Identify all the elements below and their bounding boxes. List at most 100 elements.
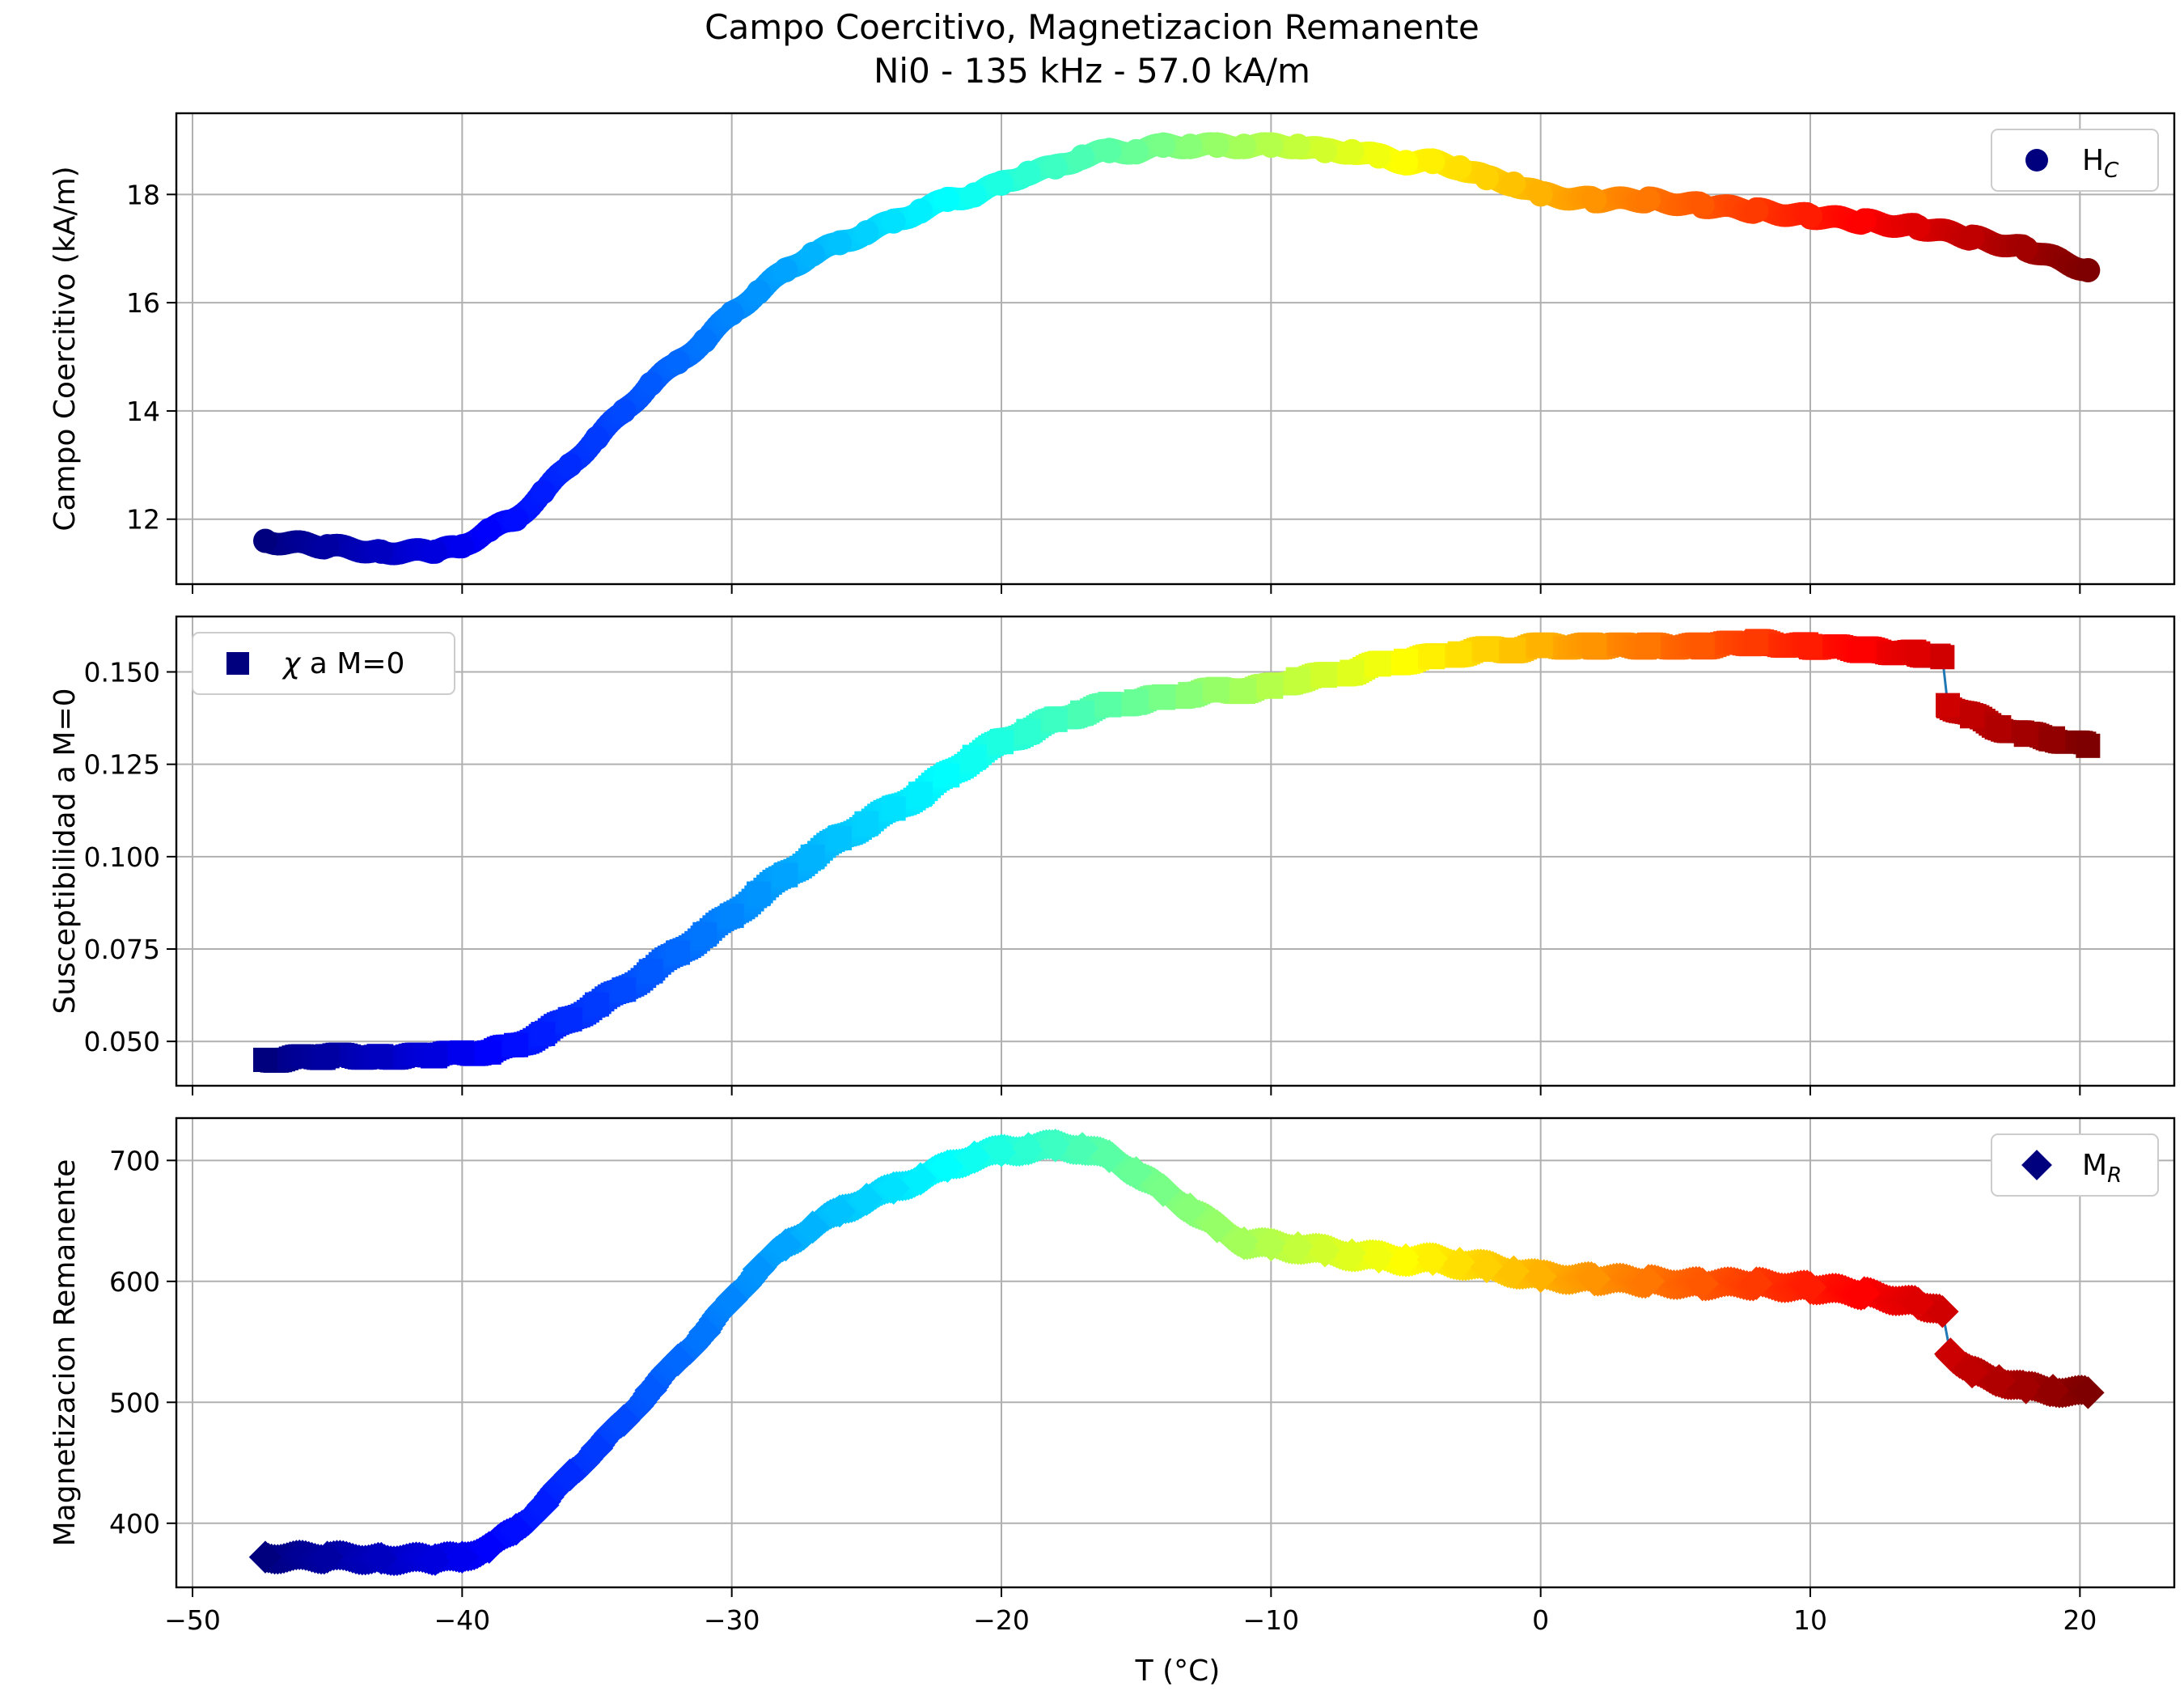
data-point — [908, 782, 933, 807]
data-point — [1528, 182, 1553, 207]
data-point — [931, 1150, 964, 1184]
data-point — [315, 1044, 340, 1069]
data-point — [369, 539, 394, 564]
data-point — [1416, 1243, 1450, 1277]
grid-lines — [176, 616, 2174, 1086]
data-point — [1636, 188, 1661, 213]
y-tick-label: 0.125 — [84, 749, 160, 781]
data-point — [1012, 1132, 1045, 1165]
data-point — [2072, 1376, 2105, 1409]
data-point — [1960, 704, 1984, 729]
data-point — [504, 1032, 528, 1057]
data-point — [1039, 1129, 1072, 1163]
data-point — [1475, 166, 1499, 191]
data-point — [1470, 1250, 1504, 1284]
data-point — [1124, 138, 1149, 163]
data-point — [1690, 193, 1715, 218]
data-point — [719, 301, 744, 326]
data-point — [1636, 633, 1661, 659]
data-point — [984, 1134, 1018, 1167]
data-point — [1447, 155, 1472, 180]
data-point — [638, 371, 663, 396]
data-point — [1255, 1228, 1288, 1262]
data-markers — [253, 629, 2101, 1074]
y-tick-label: 14 — [126, 396, 160, 427]
data-point — [1340, 138, 1365, 163]
data-point — [1501, 638, 1526, 663]
panel-campo-coercitivo: 12 14 16 18 Campo Coercitivo (kA/m) HC — [49, 112, 2176, 594]
y-tick-label: 18 — [126, 179, 160, 210]
y-axis-label: Magnetizacion Remanente — [49, 1159, 82, 1547]
data-point — [989, 171, 1014, 196]
data-point — [1798, 633, 1822, 659]
data-point — [692, 922, 717, 947]
data-point — [1335, 1238, 1369, 1272]
data-point — [796, 1210, 829, 1244]
data-point — [1475, 638, 1499, 663]
legend-marker — [2021, 1150, 2052, 1180]
data-point — [1632, 1265, 1666, 1299]
data-point — [476, 1040, 502, 1065]
legend-marker — [226, 652, 249, 675]
data-point — [854, 220, 879, 245]
data-point — [1955, 1355, 1989, 1389]
data-point — [248, 1540, 282, 1574]
data-point — [1447, 641, 1472, 666]
data-point — [1313, 663, 1337, 688]
data-point — [446, 1540, 479, 1574]
x-tick-label: −10 — [1243, 1604, 1300, 1636]
y-tick-label: 0.150 — [84, 657, 160, 688]
data-point — [1285, 133, 1310, 159]
legend-label: χ a M=0 — [281, 647, 404, 680]
data-point — [527, 1489, 560, 1522]
plot-frame — [175, 1116, 2176, 1589]
data-point — [1124, 689, 1149, 714]
x-tick-label: −20 — [973, 1604, 1030, 1636]
data-point — [1443, 1247, 1476, 1280]
data-point — [1744, 629, 1769, 655]
data-point — [450, 1040, 475, 1065]
data-point — [1016, 160, 1041, 185]
data-point — [1227, 1226, 1261, 1260]
data-point — [769, 1228, 802, 1262]
data-point — [1200, 1210, 1234, 1244]
data-point — [1178, 133, 1203, 159]
data-point — [557, 452, 582, 477]
data-point — [1987, 715, 2012, 740]
data-point — [742, 1252, 776, 1286]
data-point — [1690, 633, 1715, 659]
data-point — [1070, 144, 1094, 169]
x-tick-label: −40 — [434, 1604, 491, 1636]
data-point — [1362, 1240, 1395, 1274]
data-point — [638, 959, 663, 984]
data-point — [1308, 1235, 1342, 1268]
data-point — [2076, 258, 2101, 282]
data-point — [253, 1048, 277, 1073]
data-point — [935, 188, 960, 213]
y-tick-label: 12 — [126, 504, 160, 536]
y-tick-label: 0.075 — [84, 934, 160, 965]
data-point — [719, 903, 744, 928]
data-point — [1528, 633, 1553, 659]
data-point — [2009, 1371, 2042, 1405]
y-tick-label: 16 — [126, 287, 160, 319]
data-point — [580, 1431, 614, 1465]
data-point — [1420, 150, 1445, 175]
data-point — [1686, 1267, 1719, 1301]
data-point — [1259, 674, 1284, 699]
data-point — [1259, 133, 1284, 159]
data-point — [607, 1404, 641, 1437]
data-point — [315, 534, 340, 559]
data-point — [1582, 633, 1607, 659]
data-point — [823, 1194, 857, 1228]
data-point — [1501, 171, 1526, 196]
legend: HC — [1991, 129, 2159, 192]
legend-label: MR — [2082, 1149, 2122, 1188]
data-point — [311, 1540, 344, 1574]
data-point — [800, 241, 825, 266]
data-point — [666, 940, 690, 965]
data-point — [504, 506, 528, 532]
data-point — [1497, 1255, 1530, 1289]
data-point — [1151, 685, 1175, 710]
